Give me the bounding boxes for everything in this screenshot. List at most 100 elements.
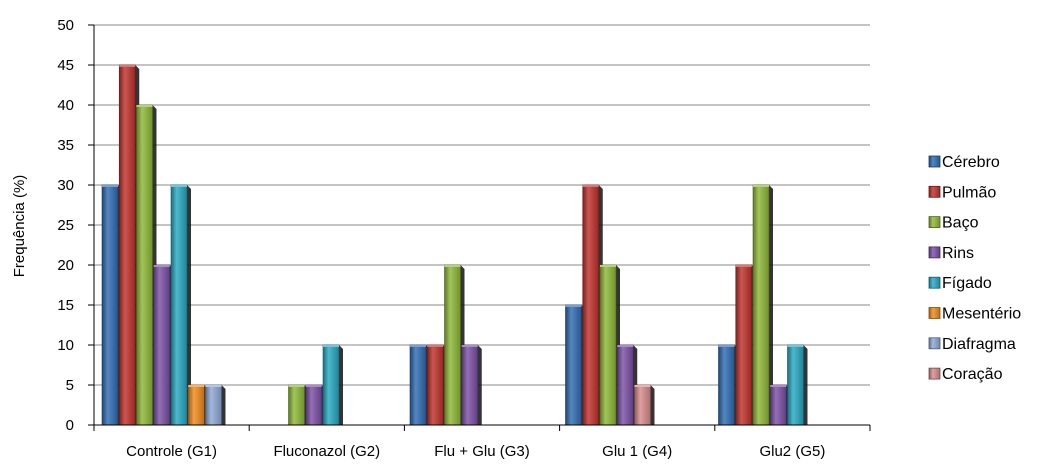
legend-item: Rins [928,245,974,262]
legend-label: Rins [942,245,974,262]
legend-item: Fígado [928,275,992,292]
bar-top [410,345,426,347]
y-tick-label: 0 [66,417,74,434]
bar [205,384,226,426]
category-label: Glu 1 (G4) [602,443,672,460]
legend-item: Coração [928,366,1003,383]
bar [634,384,655,426]
bar-face [582,184,600,426]
bar-face [718,344,735,426]
y-tick-label: 5 [66,377,74,394]
bar [322,344,343,426]
bar-top [188,385,205,387]
legend-label: Mesentério [942,306,1021,323]
legend-label: Baço [942,215,979,232]
bar-side [769,185,773,425]
legend-swatch [928,276,941,289]
legend-item: Diafragma [928,336,1016,353]
bar-side [477,345,482,425]
category-label: Fluconazol (G2) [273,443,380,460]
bar-top [735,265,752,267]
bar-top [617,345,634,347]
legend-label: Coração [942,366,1003,383]
bar-face [170,184,188,426]
bar-face [205,384,222,426]
y-tick-label: 10 [57,337,74,354]
bar-face [409,344,427,426]
bar-top [153,265,170,267]
category-label: Glu2 (G5) [759,443,825,460]
bar [461,344,482,426]
bar-top [634,385,651,387]
legend-item: Pulmão [928,184,996,201]
legend-label: Diafragma [942,336,1016,353]
gridlines [94,24,870,386]
legend-label: Cérebro [942,154,1000,171]
legend-swatch [928,216,941,229]
bar-face [769,384,787,426]
bar-top [444,265,461,267]
bar-side [187,185,191,425]
legend: Cérebro Pulmão Baço Rins Fígado Mesentério Dia… [928,154,1021,383]
bar-face [288,384,305,426]
axes [88,24,871,431]
legend-item: Mesentério [928,306,1021,323]
bar-face [616,344,634,426]
bar-top [323,345,339,347]
bar-side [650,385,655,425]
bar-top [171,185,187,187]
bar-top [600,265,616,267]
bar-face [599,264,617,426]
bar-top [770,385,787,387]
bar [170,184,191,426]
bar-top [582,185,599,187]
bar-face [787,344,804,426]
legend-label: Fígado [942,275,992,292]
bar-side [339,345,343,425]
bar-top [288,385,305,387]
y-axis-title: Frequência (%) [11,175,28,278]
y-tick-label: 40 [57,97,74,114]
bar-face [565,304,582,426]
bar-top [305,385,322,387]
bar-face [153,264,171,426]
y-tick-label: 35 [57,137,74,154]
bar-top [753,185,769,187]
y-tick-labels: 0 5 10 15 20 25 30 35 40 45 50 [57,17,74,434]
bar-face [461,344,479,426]
category-label: Flu + Glu (G3) [434,443,529,460]
bar-face [101,184,119,426]
legend-swatch [928,367,941,380]
legend-item: Baço [928,215,979,232]
bar-top [102,185,118,187]
y-tick-label: 50 [57,17,74,34]
bar-face [118,64,136,426]
y-tick-label: 25 [57,217,74,234]
bar-face [444,264,461,426]
bar-top [427,345,444,347]
bar-top [718,345,735,347]
bar-top [205,385,222,387]
bar-face [187,384,205,426]
bar-face [735,264,753,426]
category-label: Controle (G1) [126,443,217,460]
bars [101,64,808,426]
bar-top [787,345,804,347]
legend-swatch [928,155,941,168]
y-tick-label: 45 [57,57,74,74]
bar-side [803,345,808,425]
bar-face [136,104,153,426]
bar-face [752,184,770,426]
bar-face [305,384,323,426]
category-labels: Controle (G1) Fluconazol (G2) Flu + Glu (G… [126,443,825,460]
bar [787,344,808,426]
bar-face [634,384,651,426]
y-tick-label: 30 [57,177,74,194]
legend-swatch [928,185,941,198]
bar-side [221,385,226,425]
y-tick-label: 15 [57,297,74,314]
legend-swatch [928,307,941,319]
legend-item: Cérebro [928,154,1000,171]
legend-swatch [928,246,941,259]
